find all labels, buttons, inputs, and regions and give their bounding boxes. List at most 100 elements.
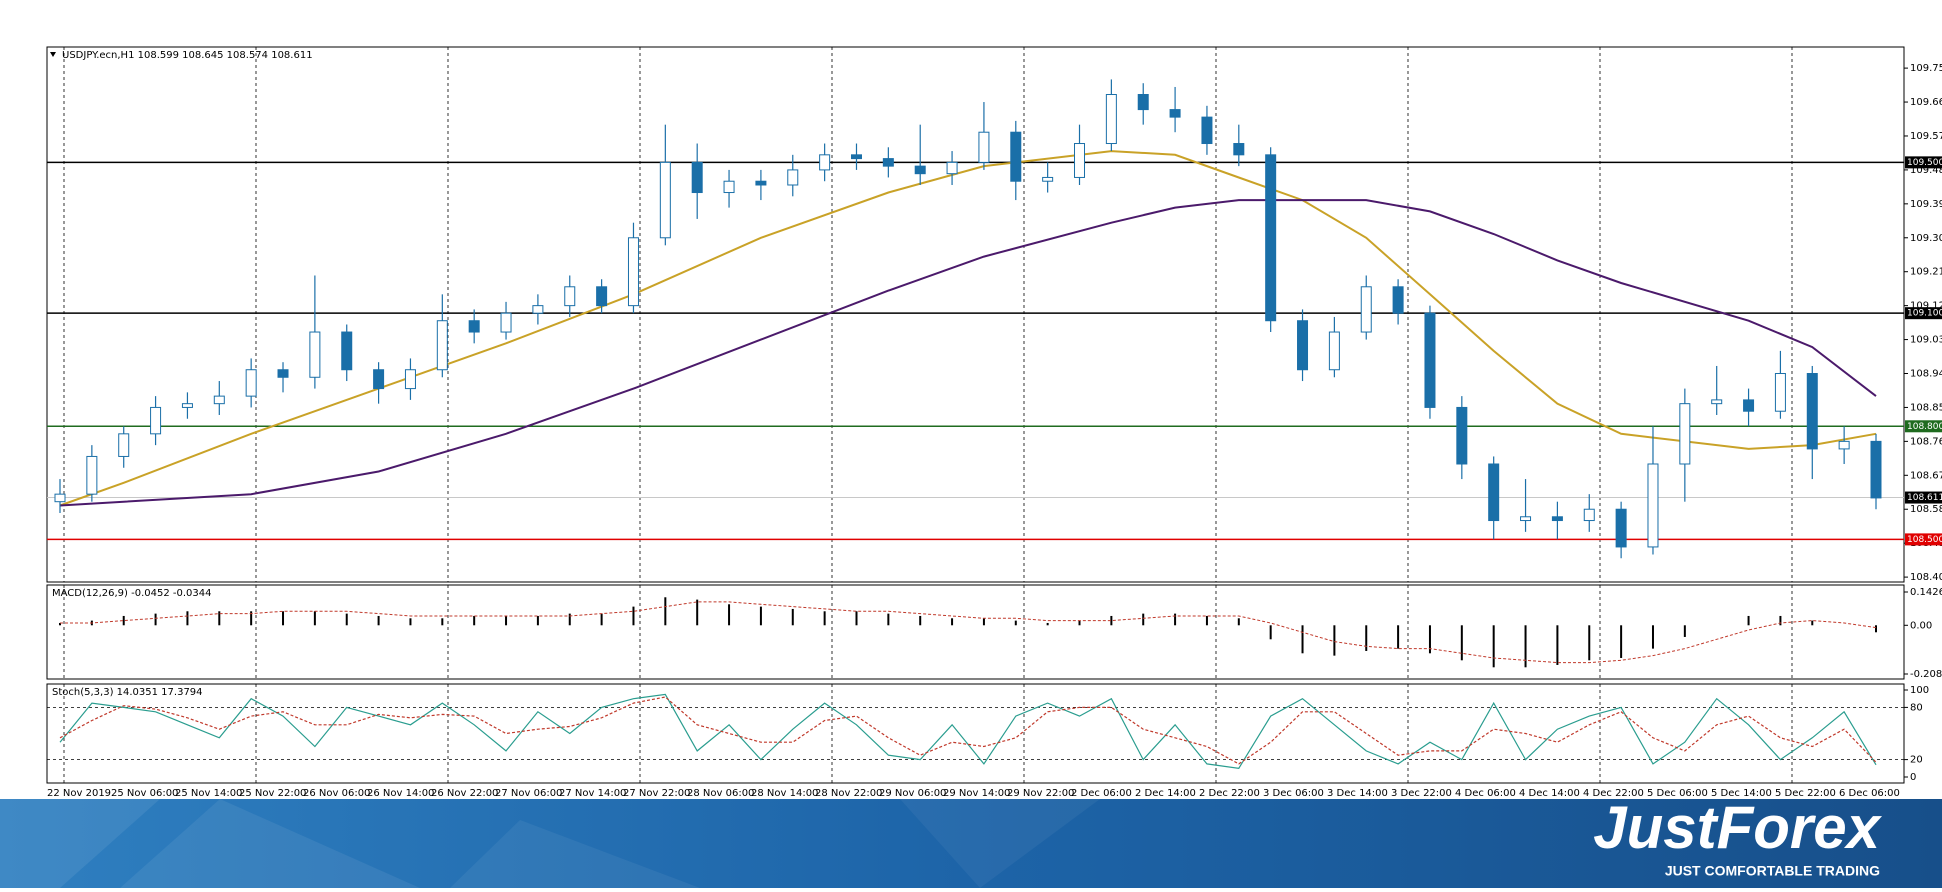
candle-body <box>882 158 894 167</box>
candle-body <box>1615 508 1627 548</box>
level-label: 109.100 <box>1907 309 1942 319</box>
candle-body <box>1551 516 1563 522</box>
candle-body <box>564 286 576 307</box>
candle-body <box>1010 131 1022 182</box>
level-label-box <box>1905 156 1942 169</box>
candle-body <box>819 154 831 171</box>
candle-body <box>341 331 353 371</box>
x-tick-label: 5 Dec 22:00 <box>1775 788 1836 799</box>
candle-body <box>245 369 257 397</box>
x-tick-label: 22 Nov 2019 <box>47 788 111 799</box>
moving-average <box>59 199 1877 507</box>
x-tick-label: 4 Dec 22:00 <box>1583 788 1644 799</box>
x-tick-label: 26 Nov 14:00 <box>367 788 434 799</box>
candle-body <box>532 305 544 314</box>
x-tick-label: 5 Dec 06:00 <box>1647 788 1708 799</box>
y-tick-label: 109.390 <box>1910 199 1942 210</box>
candle-body <box>723 180 735 194</box>
candle-body <box>1647 463 1659 548</box>
x-tick-label: 3 Dec 14:00 <box>1327 788 1388 799</box>
y-tick-label: 109.300 <box>1910 233 1942 244</box>
level-label-box <box>1905 533 1942 546</box>
x-tick-label: 29 Nov 06:00 <box>879 788 946 799</box>
candle-body <box>1456 406 1468 465</box>
y-tick-label: 109.570 <box>1910 131 1942 142</box>
main-panel-frame <box>46 46 1905 583</box>
candle-body <box>691 161 703 194</box>
moving-average <box>59 150 1877 507</box>
x-tick-label: 4 Dec 14:00 <box>1519 788 1580 799</box>
y-tick-label: 109.120 <box>1910 301 1942 312</box>
candle-body <box>850 154 862 160</box>
y-tick-label: 109.750 <box>1910 63 1942 74</box>
stoch-line <box>59 696 1877 765</box>
candle-body <box>1424 312 1436 408</box>
x-tick-label: 25 Nov 22:00 <box>239 788 306 799</box>
y-tick-label: 109.030 <box>1910 335 1942 346</box>
y-tick-label: 108.400 <box>1910 572 1942 583</box>
candle-body <box>1870 440 1882 499</box>
x-tick-label: 27 Nov 14:00 <box>559 788 626 799</box>
panels <box>46 46 1905 784</box>
level-label: 108.500 <box>1907 535 1942 545</box>
x-tick-label: 29 Nov 22:00 <box>1007 788 1074 799</box>
candle-body <box>181 403 193 408</box>
x-tick-label: 2 Dec 22:00 <box>1199 788 1260 799</box>
candle-body <box>309 331 321 378</box>
level-label-box <box>1905 307 1942 320</box>
level-label-box <box>1905 491 1942 504</box>
candle-body <box>436 320 448 371</box>
candle-body <box>1042 176 1054 182</box>
main-title: USDJPY.ecn,H1 108.599 108.645 108.574 10… <box>62 50 313 61</box>
x-tick-label: 26 Nov 06:00 <box>303 788 370 799</box>
banner-shape <box>450 820 700 888</box>
x-tick-label: 3 Dec 22:00 <box>1391 788 1452 799</box>
x-tick-label: 26 Nov 22:00 <box>431 788 498 799</box>
macd-signal <box>60 601 1877 664</box>
y-tick-label: 0.00 <box>1910 620 1932 631</box>
candle-body <box>1233 143 1245 156</box>
candle-body <box>1679 403 1691 465</box>
level-label-box <box>1905 420 1942 433</box>
candle-body <box>468 320 480 333</box>
candle-body <box>277 369 289 378</box>
candle-body <box>213 395 225 405</box>
level-label: 109.500 <box>1907 158 1942 168</box>
candle-body <box>914 165 926 175</box>
x-tick-label: 28 Nov 22:00 <box>815 788 882 799</box>
candle-body <box>1583 508 1595 522</box>
y-tick-label: 108.580 <box>1910 504 1942 515</box>
candle-body <box>1105 94 1117 145</box>
banner-shape <box>0 799 160 888</box>
candle-body <box>1806 373 1818 450</box>
candle-body <box>596 286 608 307</box>
candle-body <box>1169 109 1181 118</box>
collapse-arrow <box>50 52 56 57</box>
macd-panel-frame <box>46 584 1905 680</box>
candle-body <box>500 312 512 333</box>
candle-body <box>86 455 98 495</box>
candle-body <box>978 131 990 163</box>
x-tick-label: 2 Dec 14:00 <box>1135 788 1196 799</box>
candle-body <box>1201 116 1213 145</box>
candle-body <box>1360 286 1372 333</box>
y-tick-label: 80 <box>1910 702 1923 713</box>
y-tick-label: 108.940 <box>1910 369 1942 380</box>
level-label: 108.800 <box>1907 422 1942 432</box>
candle-body <box>1392 286 1404 314</box>
x-tick-label: 28 Nov 06:00 <box>687 788 754 799</box>
banner-shape <box>900 799 1100 888</box>
x-tick-label: 4 Dec 06:00 <box>1455 788 1516 799</box>
x-tick-label: 2 Dec 06:00 <box>1071 788 1132 799</box>
banner: JustForex JUST COMFORTABLE TRADING <box>0 794 1942 888</box>
candle-body <box>1711 399 1723 405</box>
candle-body <box>1328 331 1340 371</box>
candle-body <box>659 161 671 239</box>
x-tick-label: 29 Nov 14:00 <box>943 788 1010 799</box>
x-tick-label: 5 Dec 14:00 <box>1711 788 1772 799</box>
y-tick-label: 109.210 <box>1910 267 1942 278</box>
banner-shape <box>120 799 420 888</box>
